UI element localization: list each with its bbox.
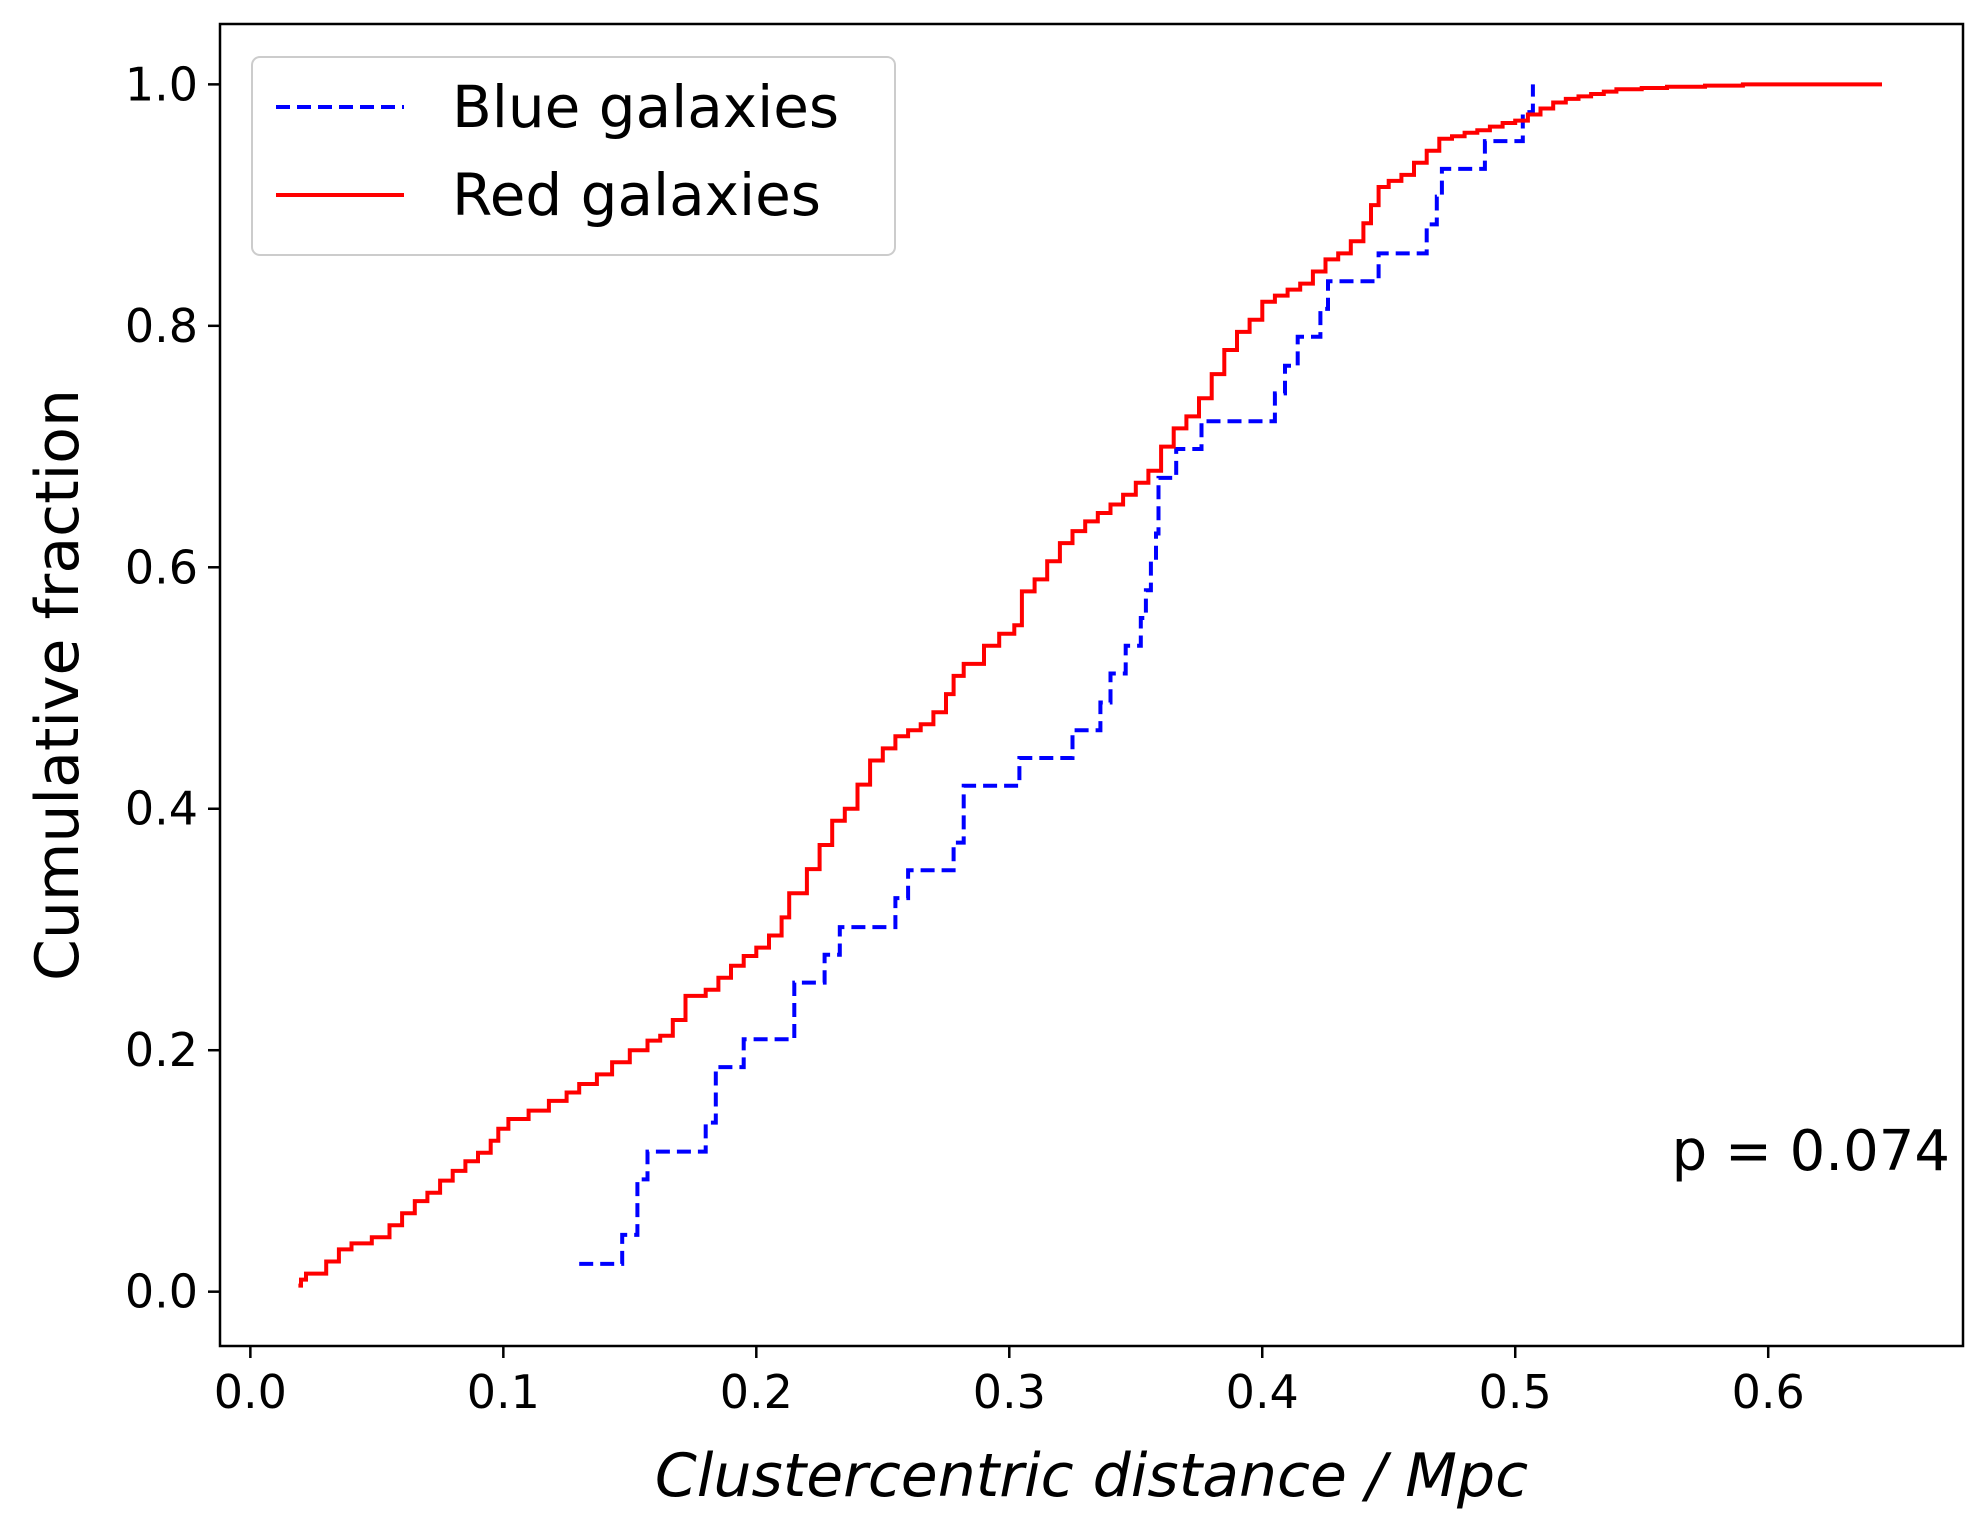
y-axis-label: Cumulative fraction [23, 389, 93, 981]
x-tick-label: 0.4 [1226, 1365, 1299, 1419]
y-tick-label: 0.6 [125, 540, 198, 594]
legend-box [251, 56, 896, 256]
y-tick-label: 0.4 [125, 782, 198, 836]
legend: Blue galaxies Red galaxies [251, 56, 896, 256]
plot-area [298, 82, 1882, 1288]
x-tick-label: 0.2 [720, 1365, 793, 1419]
axes-frame [218, 22, 1965, 1348]
y-tick-label: 0.8 [125, 299, 198, 353]
x-axis-label: Clustercentric distance / Mpc [655, 1441, 1528, 1511]
x-tick-label: 0.1 [467, 1365, 540, 1419]
legend-blue-label: Blue galaxies [452, 73, 839, 141]
p-value-annotation: p = 0.074 [1672, 1119, 1950, 1184]
x-tick-label: 0.0 [214, 1365, 287, 1419]
axes: 0.0 0.1 0.2 0.3 0.4 0.5 0.6 0.0 0.2 0.4 0.6 0.8 1.0 [125, 22, 1965, 1419]
x-tick-label: 0.5 [1479, 1365, 1552, 1419]
y-tick-label: 0.2 [125, 1023, 198, 1077]
y-tick-label: 1.0 [125, 57, 198, 111]
x-tick-label: 0.6 [1732, 1365, 1805, 1419]
series-line-red-galaxies [298, 82, 1882, 1288]
series-line-blue-galaxies [579, 84, 1535, 1266]
y-tick-label: 0.0 [125, 1265, 198, 1319]
legend-red-label: Red galaxies [452, 161, 821, 229]
x-tick-label: 0.3 [973, 1365, 1046, 1419]
